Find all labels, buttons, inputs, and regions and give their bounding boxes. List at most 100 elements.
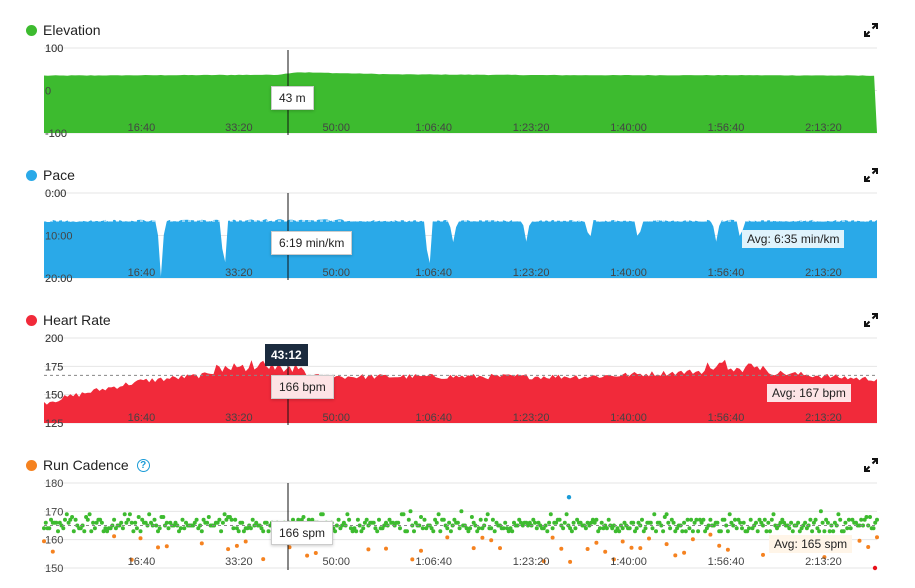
x-tick-label: 2:13:20	[805, 412, 842, 424]
cadence-point	[845, 526, 850, 531]
cadence-point-low	[585, 547, 590, 551]
expand-arrows-icon[interactable]	[863, 167, 879, 183]
cadence-point	[234, 526, 239, 531]
cadence-point	[152, 517, 157, 522]
cadence-point	[766, 520, 771, 525]
cadence-point	[664, 512, 669, 517]
cadence-point	[485, 512, 490, 517]
cadence-point	[220, 520, 225, 525]
cadence-point	[199, 529, 204, 534]
cursor-time-badge: 43:12	[265, 344, 308, 366]
cadence-point	[371, 520, 376, 525]
cadence-point	[231, 526, 236, 531]
elevation-legend-dot	[26, 24, 37, 36]
cadence-point	[778, 520, 783, 525]
cadence-point	[604, 526, 609, 531]
cadence-point	[838, 517, 843, 522]
cadence-point	[417, 523, 422, 528]
cadence-point	[683, 529, 688, 534]
x-tick-label: 1:06:40	[415, 122, 452, 134]
cadence-point	[589, 520, 594, 525]
cadence-chart[interactable]: 180 170 160 150 16:40 33:20 50:00 1:06:40 1:23:2…	[0, 435, 915, 588]
cadence-point	[433, 517, 438, 522]
x-tick-label: 1:40:00	[610, 556, 647, 568]
heart-rate-panel: Heart Rate 200 175 150 125 200 175 150 125 16:40…	[0, 290, 915, 435]
cadence-point	[398, 526, 402, 531]
cadence-point-low	[866, 545, 871, 549]
cadence-point	[182, 526, 187, 531]
y-tick-label: 0:00	[45, 188, 66, 200]
help-circle-icon[interactable]: ?	[136, 458, 150, 472]
cadence-point-low	[313, 551, 318, 555]
pace-chart[interactable]: 0:0010:0020:000:0010:0020:0016:4033:2050…	[0, 145, 915, 290]
x-tick-label: 33:20	[225, 267, 253, 279]
cadence-point	[401, 512, 406, 517]
cadence-point	[138, 529, 143, 534]
y-tick-label: 200	[45, 333, 63, 345]
cadence-point	[754, 520, 758, 525]
cadence-point	[85, 517, 90, 522]
cadence-point	[361, 526, 366, 531]
cadence-point	[259, 526, 264, 531]
cadence-point	[650, 526, 655, 531]
cadence-point	[875, 517, 879, 522]
cadence-point	[54, 520, 59, 525]
cadence-point	[241, 529, 246, 534]
cadence-point	[822, 529, 827, 534]
cadence-point-low	[384, 546, 388, 551]
cadence-point	[396, 520, 401, 525]
cadence-point	[120, 526, 125, 531]
cadence-point	[362, 520, 367, 525]
cadence-point	[166, 526, 171, 531]
cadence-point	[871, 526, 876, 531]
cadence-point	[850, 517, 855, 522]
x-tick-label: 1:56:40	[708, 412, 745, 424]
cadence-point	[697, 517, 702, 522]
cadence-point-low	[243, 539, 248, 544]
cadence-point	[206, 515, 211, 519]
cadence-point	[817, 529, 822, 534]
cadence-point	[550, 526, 555, 531]
cadence-point	[126, 517, 131, 522]
cadence-point	[82, 529, 87, 534]
cadence-point	[466, 529, 471, 534]
heart-rate-tooltip: 166 bpm	[271, 375, 334, 399]
cadence-point	[71, 529, 76, 534]
cadence-point	[617, 529, 622, 534]
cadence-point	[61, 526, 66, 531]
cadence-point-low	[471, 546, 476, 551]
cadence-point	[687, 526, 692, 531]
cadence-point	[194, 517, 199, 522]
cadence-point	[64, 512, 69, 517]
elevation-chart[interactable]: 1000-1001000-10016:4033:2050:001:06:401:…	[0, 0, 915, 145]
cadence-point	[548, 512, 553, 517]
cadence-point	[387, 517, 392, 522]
x-tick-label: 2:13:20	[805, 556, 842, 568]
x-tick-label: 50:00	[323, 412, 351, 424]
cadence-point	[157, 526, 162, 531]
cadence-point	[811, 520, 816, 525]
cadence-point	[671, 520, 676, 525]
expand-arrows-icon[interactable]	[863, 22, 879, 38]
cadence-point	[820, 520, 825, 525]
cadence-point-low	[603, 549, 608, 554]
x-tick-label: 1:56:40	[708, 122, 745, 134]
cadence-point	[91, 520, 96, 525]
cadence-point	[66, 520, 71, 525]
heart-rate-title-text: Heart Rate	[43, 312, 111, 328]
cadence-point	[738, 520, 743, 525]
cadence-point	[345, 512, 350, 517]
y-tick-label-overlay: 125	[45, 418, 63, 430]
expand-arrows-icon[interactable]	[863, 312, 879, 328]
expand-arrows-icon[interactable]	[863, 457, 879, 473]
y-tick-label-overlay: 150	[45, 390, 63, 402]
cadence-point	[731, 523, 736, 528]
cadence-point	[699, 520, 704, 525]
cadence-point	[661, 529, 666, 534]
cadence-point	[70, 515, 75, 519]
cadence-point	[291, 517, 295, 522]
cadence-point	[554, 520, 559, 525]
x-tick-label: 1:40:00	[610, 122, 647, 134]
cadence-point-low	[112, 534, 117, 539]
